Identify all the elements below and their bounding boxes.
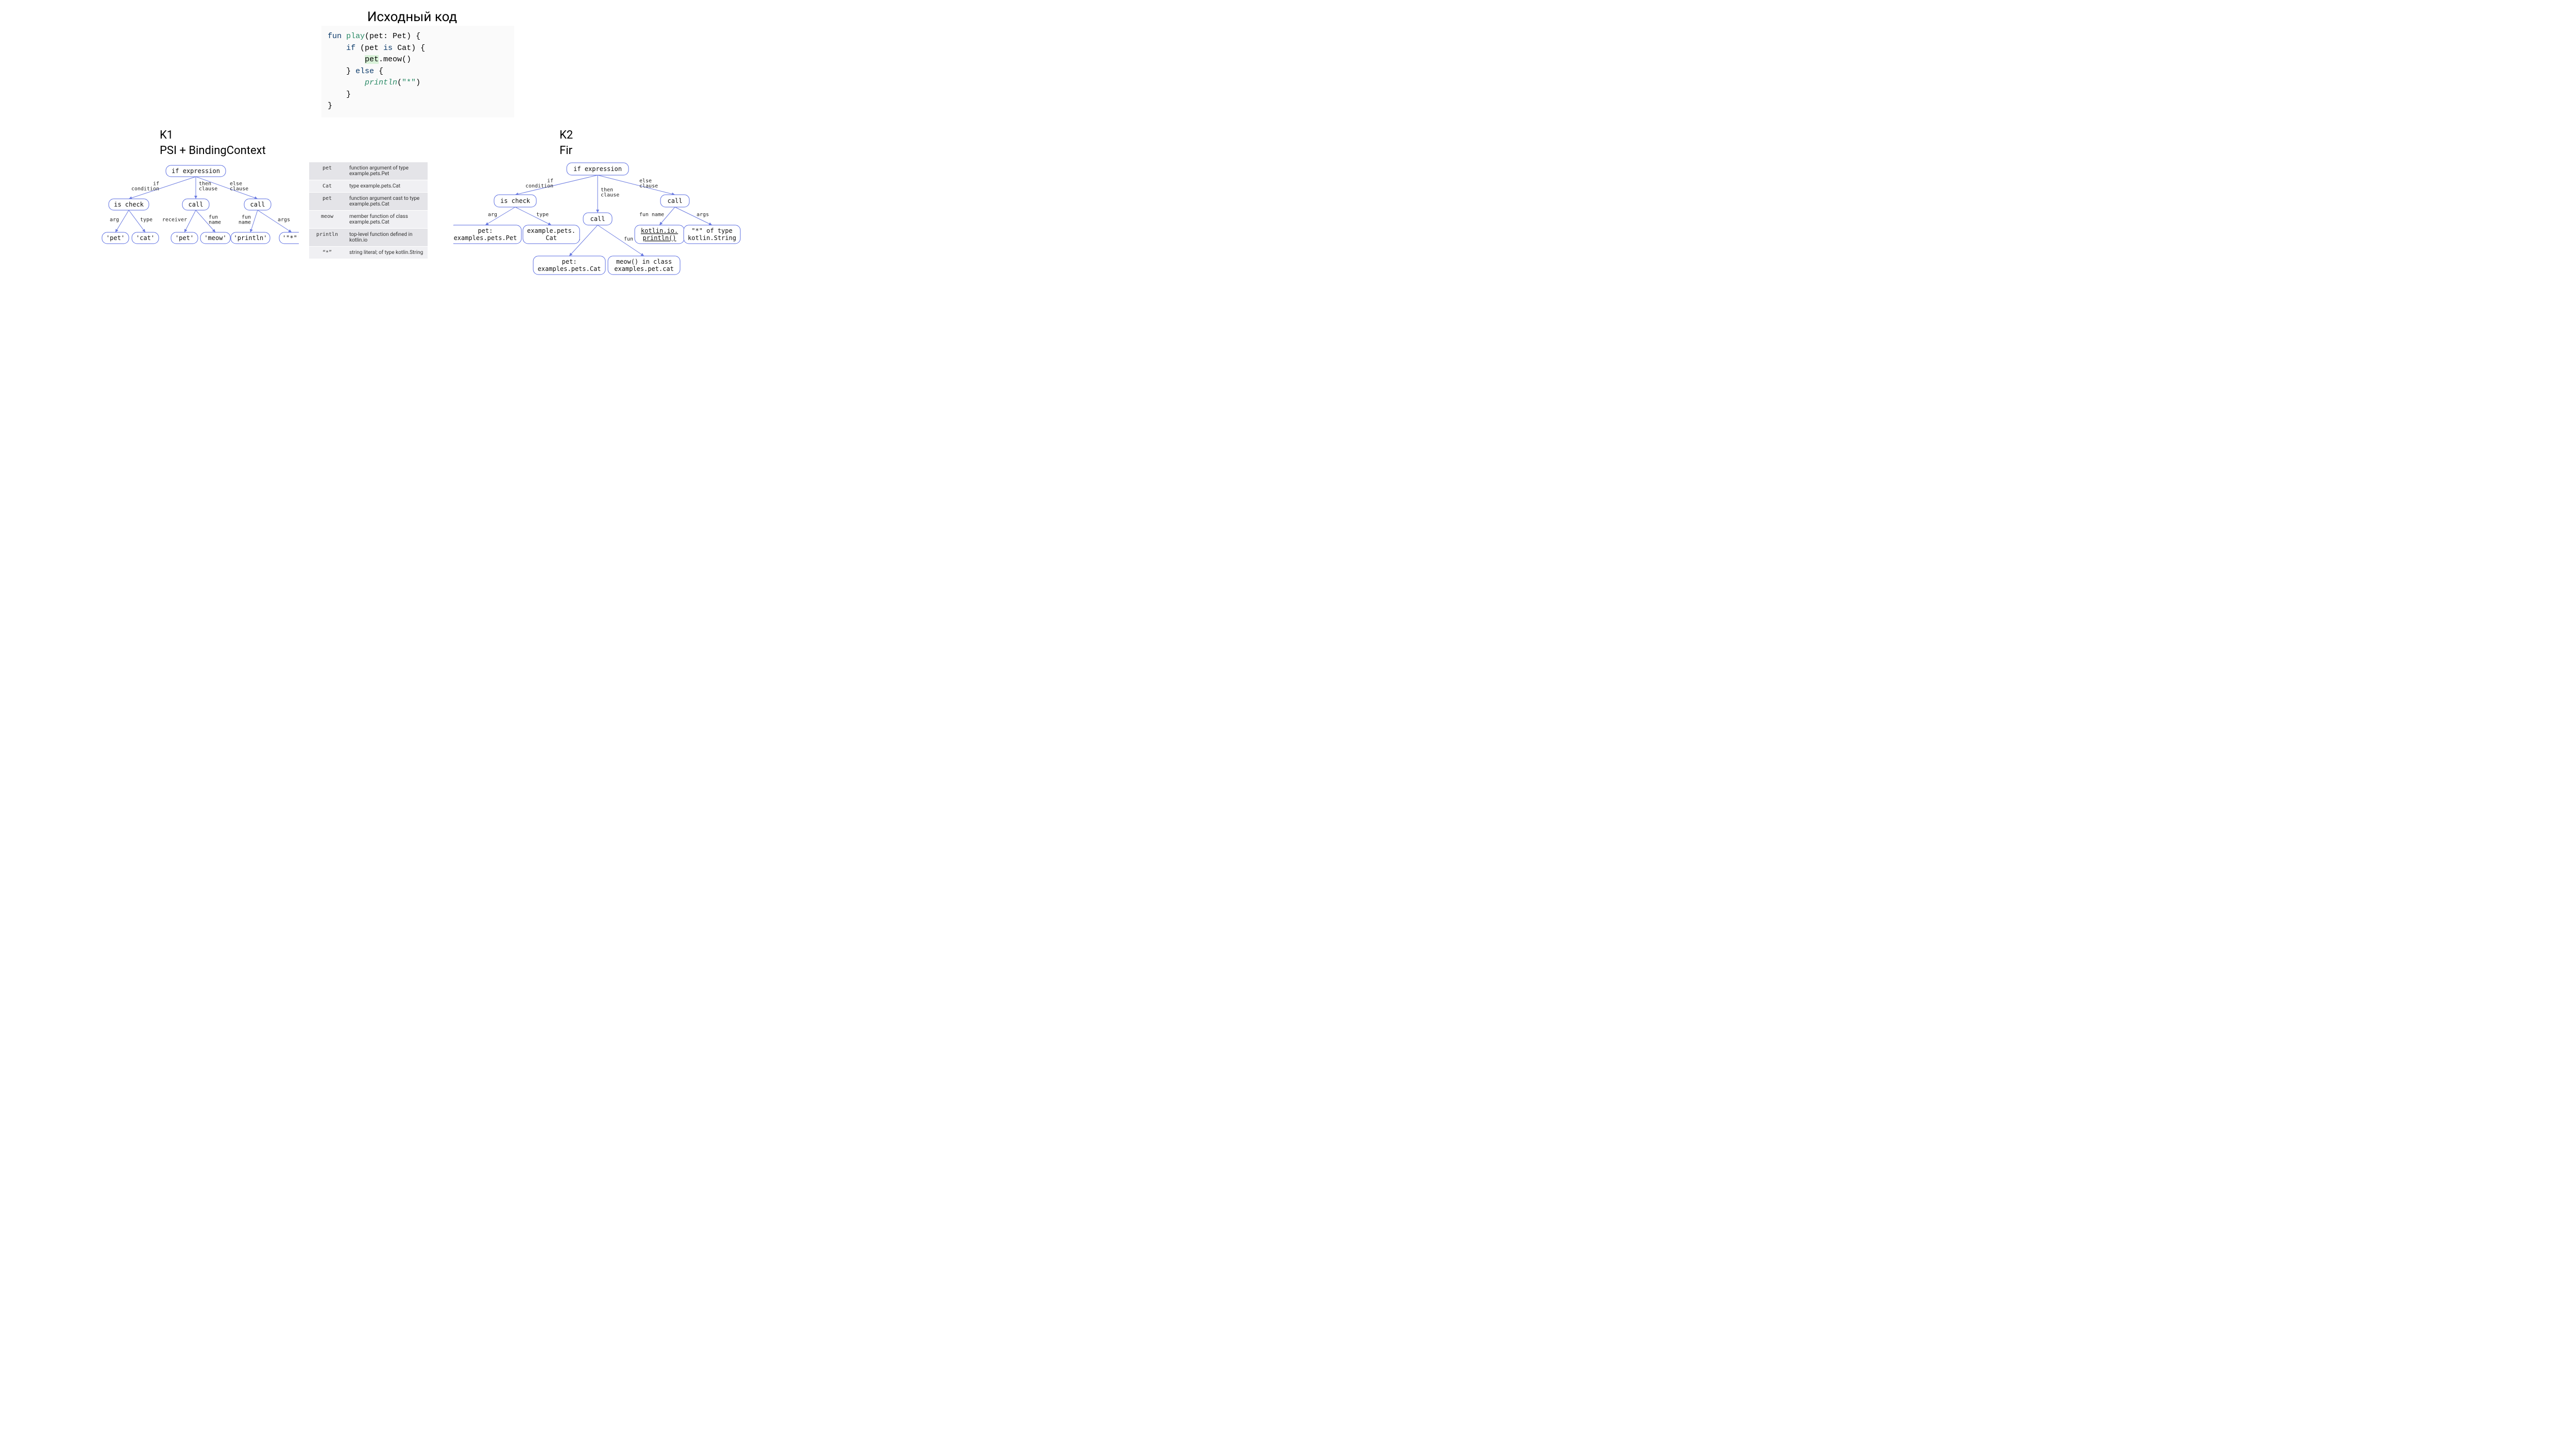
k1-heading: K1 PSI + BindingContext [160, 128, 266, 158]
svg-text:"*" of type: "*" of type [691, 227, 732, 234]
source-code-block: fun play(pet: Pet) { if (pet is Cat) { p… [321, 26, 514, 117]
tree-node: 'println' [231, 232, 270, 244]
tree-node: 'cat' [132, 232, 159, 244]
svg-text:if expression: if expression [573, 165, 622, 173]
page-title: Исходный код [0, 9, 824, 25]
svg-text:println(): println() [642, 234, 676, 242]
tree-node: example.pets.Cat [523, 225, 580, 244]
tree-node: 'pet' [171, 232, 198, 244]
title-text: Исходный код [367, 9, 457, 25]
edge-label: args [697, 212, 709, 218]
tree-node: call [244, 199, 271, 210]
svg-text:Cat: Cat [546, 234, 557, 242]
binding-context-table: petfunction argument of type example.pet… [309, 162, 428, 259]
svg-text:'println': 'println' [233, 234, 267, 242]
svg-text:meow() in class: meow() in class [616, 258, 672, 265]
bc-key: println [309, 229, 345, 247]
edge-label: arg [488, 212, 497, 218]
table-row: “*”string literal; of type kotlin.String [309, 247, 428, 259]
tree-node: 'meow' [200, 232, 230, 244]
tree-node: "*" of typekotlin.String [684, 225, 740, 244]
tree-node: if expression [567, 163, 629, 175]
edge-label: clause [639, 183, 658, 189]
table-row: petfunction argument cast to type exampl… [309, 193, 428, 211]
bc-key: meow [309, 211, 345, 229]
tree-node: '"*"' [279, 232, 299, 244]
svg-text:is check: is check [114, 201, 144, 208]
svg-text:if expression: if expression [172, 167, 220, 175]
bc-val: string literal; of type kotlin.String [345, 247, 428, 259]
svg-text:'"*"': '"*"' [282, 234, 299, 242]
edge-label: fun name [639, 212, 664, 218]
k1-line1: K1 [160, 128, 266, 143]
table-row: Cattype example.pets.Cat [309, 180, 428, 193]
edge-label: name [209, 220, 221, 226]
tree-node: pet:examples.pets.Pet [453, 225, 521, 244]
table-row: petfunction argument of type example.pet… [309, 162, 428, 180]
tree-node: 'pet' [102, 232, 129, 244]
svg-text:kotlin.io.: kotlin.io. [641, 227, 678, 234]
svg-text:examples.pets.Cat: examples.pets.Cat [538, 265, 601, 272]
k2-tree: ifconditionthenclauseelseclauseargtypere… [453, 160, 742, 288]
edge-label: args [278, 217, 290, 223]
k2-line2: Fir [560, 143, 573, 159]
slide-canvas: Исходный код fun play(pet: Pet) { if (pe… [0, 0, 824, 405]
bc-key: pet [309, 162, 345, 180]
edge-label: clause [199, 186, 217, 192]
bc-val: type example.pets.Cat [345, 180, 428, 193]
tree-node: if expression [166, 165, 226, 177]
tree-edge [250, 210, 258, 232]
edge-label: type [140, 217, 152, 223]
k2-heading: K2 Fir [560, 128, 573, 158]
bc-val: function argument cast to type example.p… [345, 193, 428, 211]
bc-val: function argument of type example.pets.P… [345, 162, 428, 180]
svg-text:kotlin.String: kotlin.String [688, 234, 736, 242]
svg-text:examples.pet.cat: examples.pet.cat [614, 265, 674, 272]
k1-line2: PSI + BindingContext [160, 143, 266, 159]
svg-text:call: call [590, 215, 605, 223]
svg-text:'pet': 'pet' [175, 234, 194, 242]
svg-text:'cat': 'cat' [136, 234, 155, 242]
table-row: meowmember function of class example.pet… [309, 211, 428, 229]
svg-text:pet:: pet: [562, 258, 577, 265]
tree-node: pet:examples.pets.Cat [533, 256, 605, 275]
edge-label: clause [601, 193, 619, 198]
svg-text:is check: is check [500, 197, 531, 204]
tree-node: call [583, 213, 612, 225]
k2-line1: K2 [560, 128, 573, 143]
bc-val: top-level function defined in kotlin.io [345, 229, 428, 247]
edge-label: arg [110, 217, 119, 223]
tree-node: meow() in classexamples.pet.cat [608, 256, 680, 275]
bc-val: member function of class example.pets.Ca… [345, 211, 428, 229]
svg-text:'meow': 'meow' [204, 234, 226, 242]
k1-tree: ifconditionthenclauseelseclauseargtypere… [93, 161, 299, 259]
edge-label: condition [526, 183, 553, 189]
svg-text:call: call [250, 201, 265, 208]
bc-key: Cat [309, 180, 345, 193]
edge-label: name [239, 220, 251, 226]
edge-label: type [536, 212, 549, 218]
tree-node: call [182, 199, 209, 210]
bc-key: “*” [309, 247, 345, 259]
edge-label: condition [131, 186, 159, 192]
svg-text:call: call [668, 197, 683, 204]
bc-key: pet [309, 193, 345, 211]
edge-label: receiver [162, 217, 187, 223]
tree-node: is check [494, 195, 536, 207]
svg-text:example.pets.: example.pets. [527, 227, 575, 234]
svg-text:call: call [189, 201, 204, 208]
tree-node: kotlin.io.println() [635, 225, 684, 244]
tree-node: is check [109, 199, 149, 210]
svg-text:examples.pets.Pet: examples.pets.Pet [454, 234, 517, 242]
svg-text:pet:: pet: [478, 227, 493, 234]
table-row: printlntop-level function defined in kot… [309, 229, 428, 247]
edge-label: clause [230, 186, 248, 192]
svg-text:'pet': 'pet' [106, 234, 125, 242]
tree-node: call [660, 195, 689, 207]
